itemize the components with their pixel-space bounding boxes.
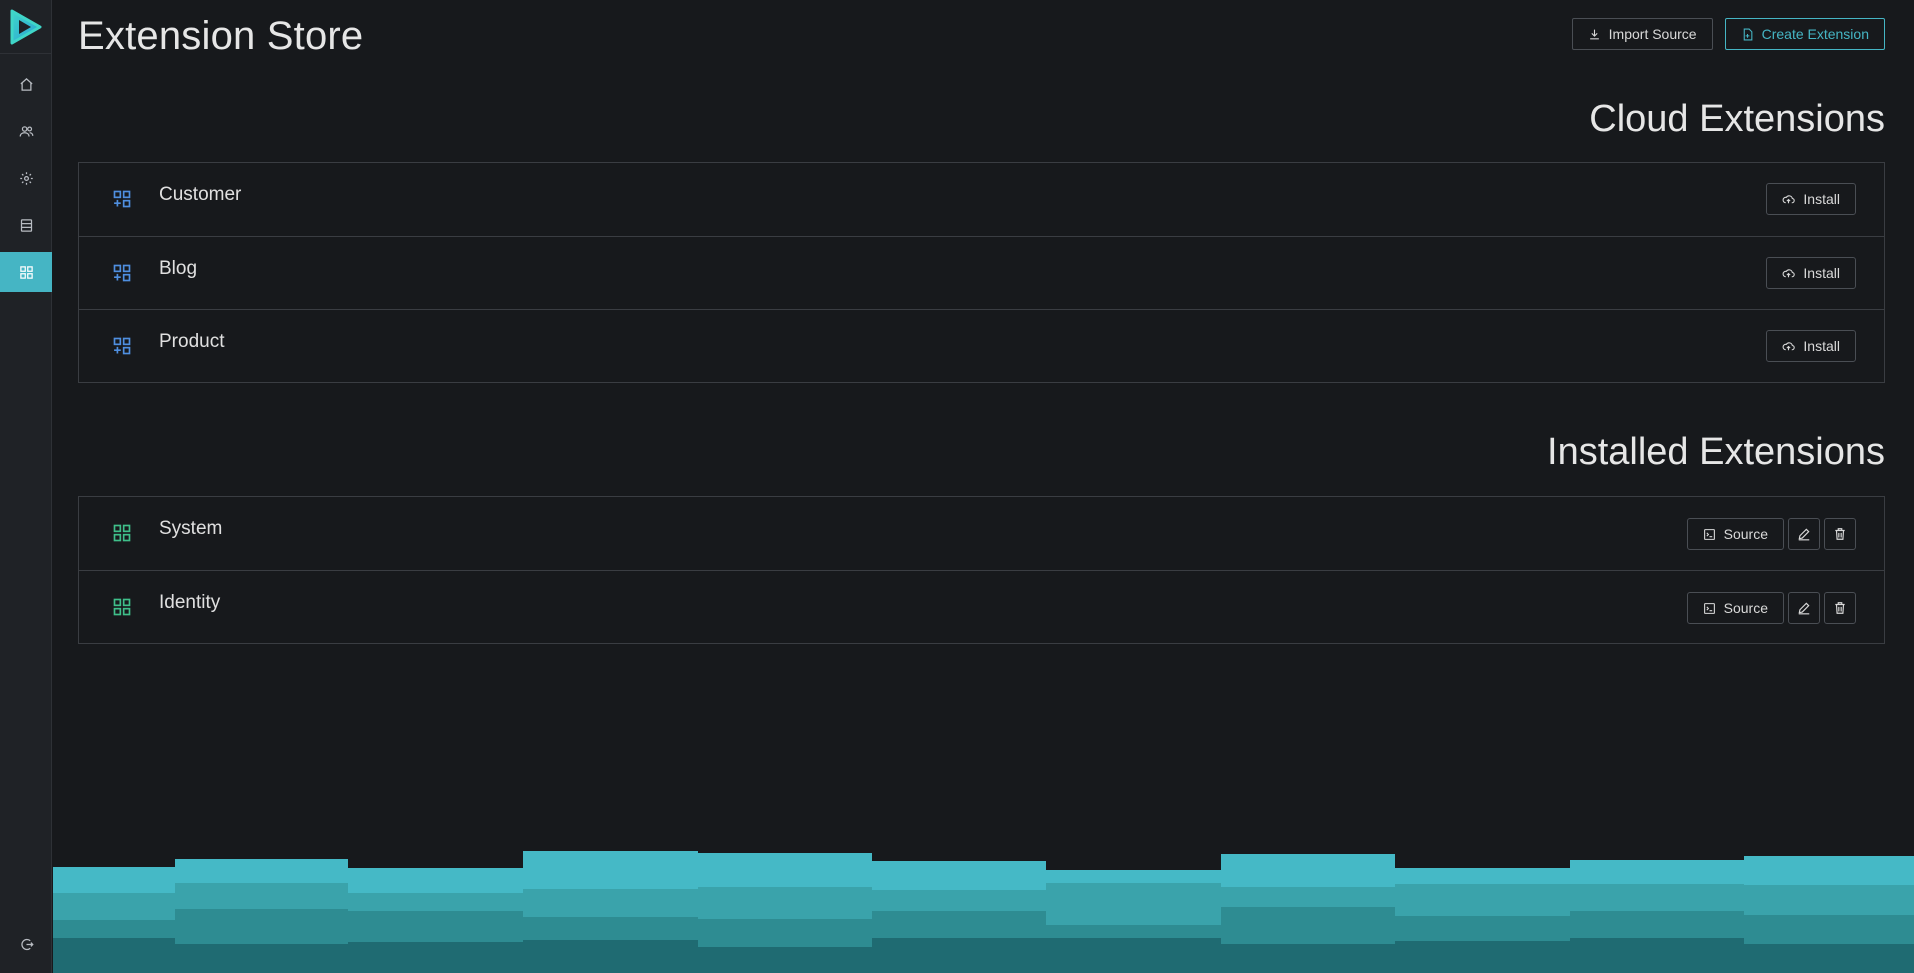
sidebar [0, 0, 52, 973]
row-actions: Install [1766, 330, 1856, 362]
install-label: Install [1803, 265, 1840, 281]
trash-icon [1835, 602, 1845, 614]
extensions-icon [19, 265, 33, 279]
decorative-waves [53, 851, 1914, 973]
install-button[interactable]: Install [1766, 257, 1856, 289]
extension-name: Product [159, 331, 225, 352]
extension-name: Identity [159, 592, 221, 613]
delete-button[interactable] [1824, 592, 1856, 624]
installed-extensions-title: Installed Extensions [1547, 431, 1885, 473]
logout-icon [20, 938, 34, 950]
list-item: System Source [79, 497, 1884, 570]
installed-extensions-list: System Source Identity Source [78, 496, 1885, 644]
row-actions: Install [1766, 257, 1856, 289]
sidebar-item-extensions[interactable] [0, 252, 52, 292]
cloud-upload-icon [1782, 268, 1796, 277]
home-icon [19, 77, 33, 91]
sidebar-item-home[interactable] [0, 64, 52, 104]
gear-icon [19, 171, 33, 185]
install-label: Install [1803, 191, 1840, 207]
import-source-button[interactable]: Import Source [1571, 18, 1713, 50]
delete-button[interactable] [1824, 518, 1856, 550]
extension-add-icon [113, 264, 131, 282]
pencil-icon [1798, 602, 1810, 615]
header-actions: Import Source Create Extension [1571, 18, 1885, 50]
extension-icon [113, 598, 131, 616]
install-button[interactable]: Install [1766, 183, 1856, 215]
cloud-upload-icon [1782, 194, 1796, 203]
sidebar-item-data[interactable] [0, 205, 52, 245]
extension-name: Customer [159, 184, 242, 205]
edit-button[interactable] [1788, 592, 1820, 624]
terminal-icon [1703, 528, 1715, 540]
list-item: Customer Install [79, 163, 1884, 236]
source-button[interactable]: Source [1686, 518, 1784, 550]
extension-add-icon [113, 190, 131, 208]
install-label: Install [1803, 338, 1840, 354]
sidebar-item-users[interactable] [0, 111, 52, 151]
cloud-extensions-list: Customer Install Blog Install Product [78, 162, 1885, 383]
list-item: Product Install [79, 309, 1884, 382]
list-item: Identity Source [79, 570, 1884, 643]
cloud-extensions-title: Cloud Extensions [1589, 98, 1885, 140]
import-source-label: Import Source [1608, 26, 1697, 42]
extension-name: Blog [159, 258, 198, 279]
users-icon [19, 125, 33, 137]
page-title: Extension Store [78, 14, 364, 58]
create-extension-button[interactable]: Create Extension [1724, 18, 1885, 50]
extension-add-icon [113, 337, 131, 355]
extension-name: System [159, 518, 223, 539]
sidebar-item-settings[interactable] [0, 158, 52, 198]
file-plus-icon [1743, 28, 1752, 40]
terminal-icon [1703, 602, 1715, 614]
app-logo[interactable] [0, 0, 52, 54]
list-item: Blog Install [79, 236, 1884, 309]
database-icon [20, 218, 32, 232]
row-actions: Install [1766, 183, 1856, 215]
install-button[interactable]: Install [1766, 330, 1856, 362]
source-label: Source [1723, 600, 1768, 616]
logout-button[interactable] [0, 929, 52, 959]
edit-button[interactable] [1788, 518, 1820, 550]
source-button[interactable]: Source [1686, 592, 1784, 624]
play-logo-icon [10, 9, 42, 44]
row-actions: Source [1686, 518, 1856, 550]
download-icon [1589, 29, 1599, 39]
source-label: Source [1723, 526, 1768, 542]
cloud-upload-icon [1782, 341, 1796, 350]
trash-icon [1835, 528, 1845, 540]
pencil-icon [1798, 528, 1810, 541]
extension-icon [113, 524, 131, 542]
create-extension-label: Create Extension [1761, 26, 1869, 42]
row-actions: Source [1686, 592, 1856, 624]
